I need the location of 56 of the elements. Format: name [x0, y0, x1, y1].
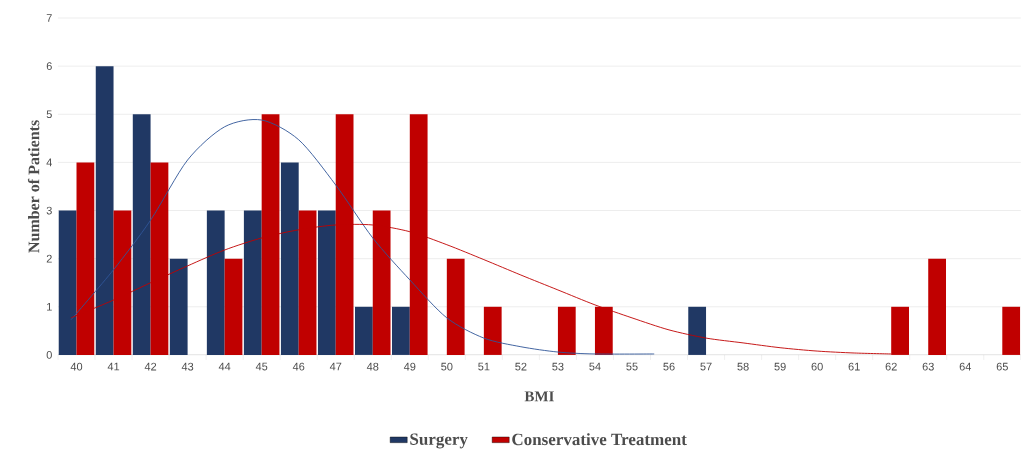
x-tick-label: 43	[181, 362, 194, 371]
bar	[58, 210, 77, 355]
bar	[280, 162, 299, 355]
bar	[557, 306, 576, 355]
bar	[392, 306, 410, 355]
x-tick-label: 63	[922, 362, 934, 371]
x-axis-title: BMI	[524, 391, 554, 402]
x-tick-label: 52	[515, 362, 527, 371]
x-tick-label: 60	[811, 362, 823, 371]
y-tick-label: 6	[46, 62, 52, 71]
bar	[317, 210, 336, 355]
bar	[1002, 306, 1021, 355]
x-tick-label: 57	[700, 362, 712, 371]
bar	[688, 306, 707, 355]
x-tick-label: 53	[552, 362, 564, 371]
x-tick-label: 40	[70, 362, 83, 371]
bar	[132, 114, 151, 355]
x-tick-label: 46	[292, 362, 305, 371]
bar	[169, 258, 188, 355]
x-tick-label: 65	[996, 362, 1008, 371]
y-tick-label: 1	[47, 303, 52, 311]
line-series	[70, 119, 655, 355]
x-tick-label: 62	[885, 362, 897, 371]
x-tick-label: 41	[107, 362, 120, 371]
x-tick-label: 54	[589, 362, 601, 371]
legend-label: Surgery	[410, 433, 468, 449]
y-tick-label: 3	[46, 206, 52, 215]
x-tick-label: 51	[478, 362, 490, 371]
x-tick-label: 44	[218, 362, 231, 371]
x-tick-label: 61	[848, 362, 860, 371]
legend-label: Conservative Treatment	[512, 433, 687, 446]
y-tick-label: 4	[46, 158, 52, 167]
bar	[928, 258, 946, 355]
bar	[243, 210, 262, 355]
x-tick-label: 42	[144, 362, 157, 371]
bar	[354, 306, 373, 355]
x-tick-label: 48	[366, 362, 379, 371]
x-tick-label: 58	[737, 362, 749, 371]
x-tick-label: 45	[255, 362, 268, 371]
x-tick-label: 56	[663, 362, 675, 371]
x-tick-label: 49	[403, 362, 416, 371]
y-tick-label: 0	[46, 351, 52, 359]
bar	[446, 258, 465, 355]
y-tick-label: 5	[46, 110, 52, 119]
bar	[224, 258, 243, 355]
y-tick-label: 2	[46, 254, 52, 263]
x-tick-label: 59	[774, 362, 786, 371]
y-axis-title: Number of Patients	[27, 120, 40, 253]
bar	[483, 306, 502, 355]
x-tick-label: 64	[959, 362, 972, 371]
x-tick-label: 55	[626, 362, 638, 371]
bar	[206, 210, 225, 355]
x-tick-label: 47	[329, 362, 342, 371]
y-tick-label: 7	[46, 14, 52, 22]
bar	[95, 66, 114, 355]
x-tick-label: 50	[441, 362, 453, 371]
